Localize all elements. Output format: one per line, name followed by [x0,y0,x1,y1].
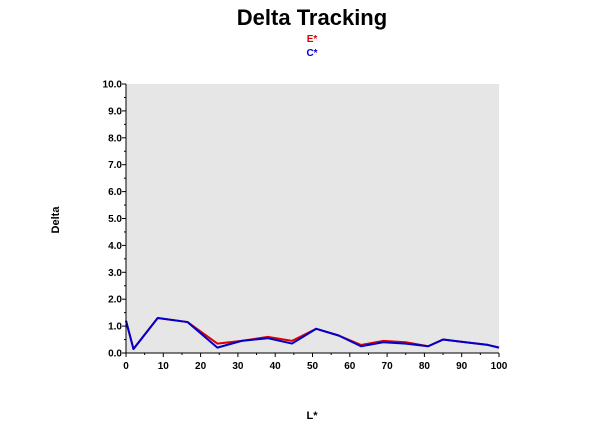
chart-title: Delta Tracking [237,5,387,30]
y-tick-label: 0.0 [108,349,122,360]
legend-entry-e: E* [307,34,318,45]
y-tick-label: 5.0 [108,214,122,225]
x-axis-title: L* [307,410,319,422]
x-tick-label: 100 [491,361,508,372]
x-tick-label: 50 [307,361,319,372]
x-tick-label: 90 [456,361,468,372]
y-tick-label: 3.0 [108,268,122,279]
x-tick-label: 10 [158,361,170,372]
y-tick-label: 7.0 [108,160,122,171]
x-tick-label: 80 [419,361,431,372]
series-line-c [125,317,500,350]
x-tick-label: 40 [270,361,282,372]
axis-ticks: 0.0 1.0 2.0 3.0 4.0 5.0 6.0 7.0 8.0 9.0 10.0 0 10 20 3… [103,80,508,373]
chart-marks [125,317,500,350]
plot-area [126,84,499,353]
x-tick-label: 30 [232,361,244,372]
legend-entry-c: C* [306,48,317,59]
y-tick-label: 2.0 [108,295,122,306]
y-tick-label: 9.0 [108,106,122,117]
x-tick-label: 0 [123,361,129,372]
y-tick-label: 8.0 [108,133,122,144]
y-tick-label: 4.0 [108,241,122,252]
y-tick-label: 10.0 [103,80,123,91]
y-tick-label: 6.0 [108,187,122,198]
x-tick-label: 60 [344,361,356,372]
x-tick-label: 70 [382,361,394,372]
x-tick-label: 20 [195,361,207,372]
y-tick-label: 1.0 [108,322,122,333]
y-axis-title: Delta [50,206,62,234]
